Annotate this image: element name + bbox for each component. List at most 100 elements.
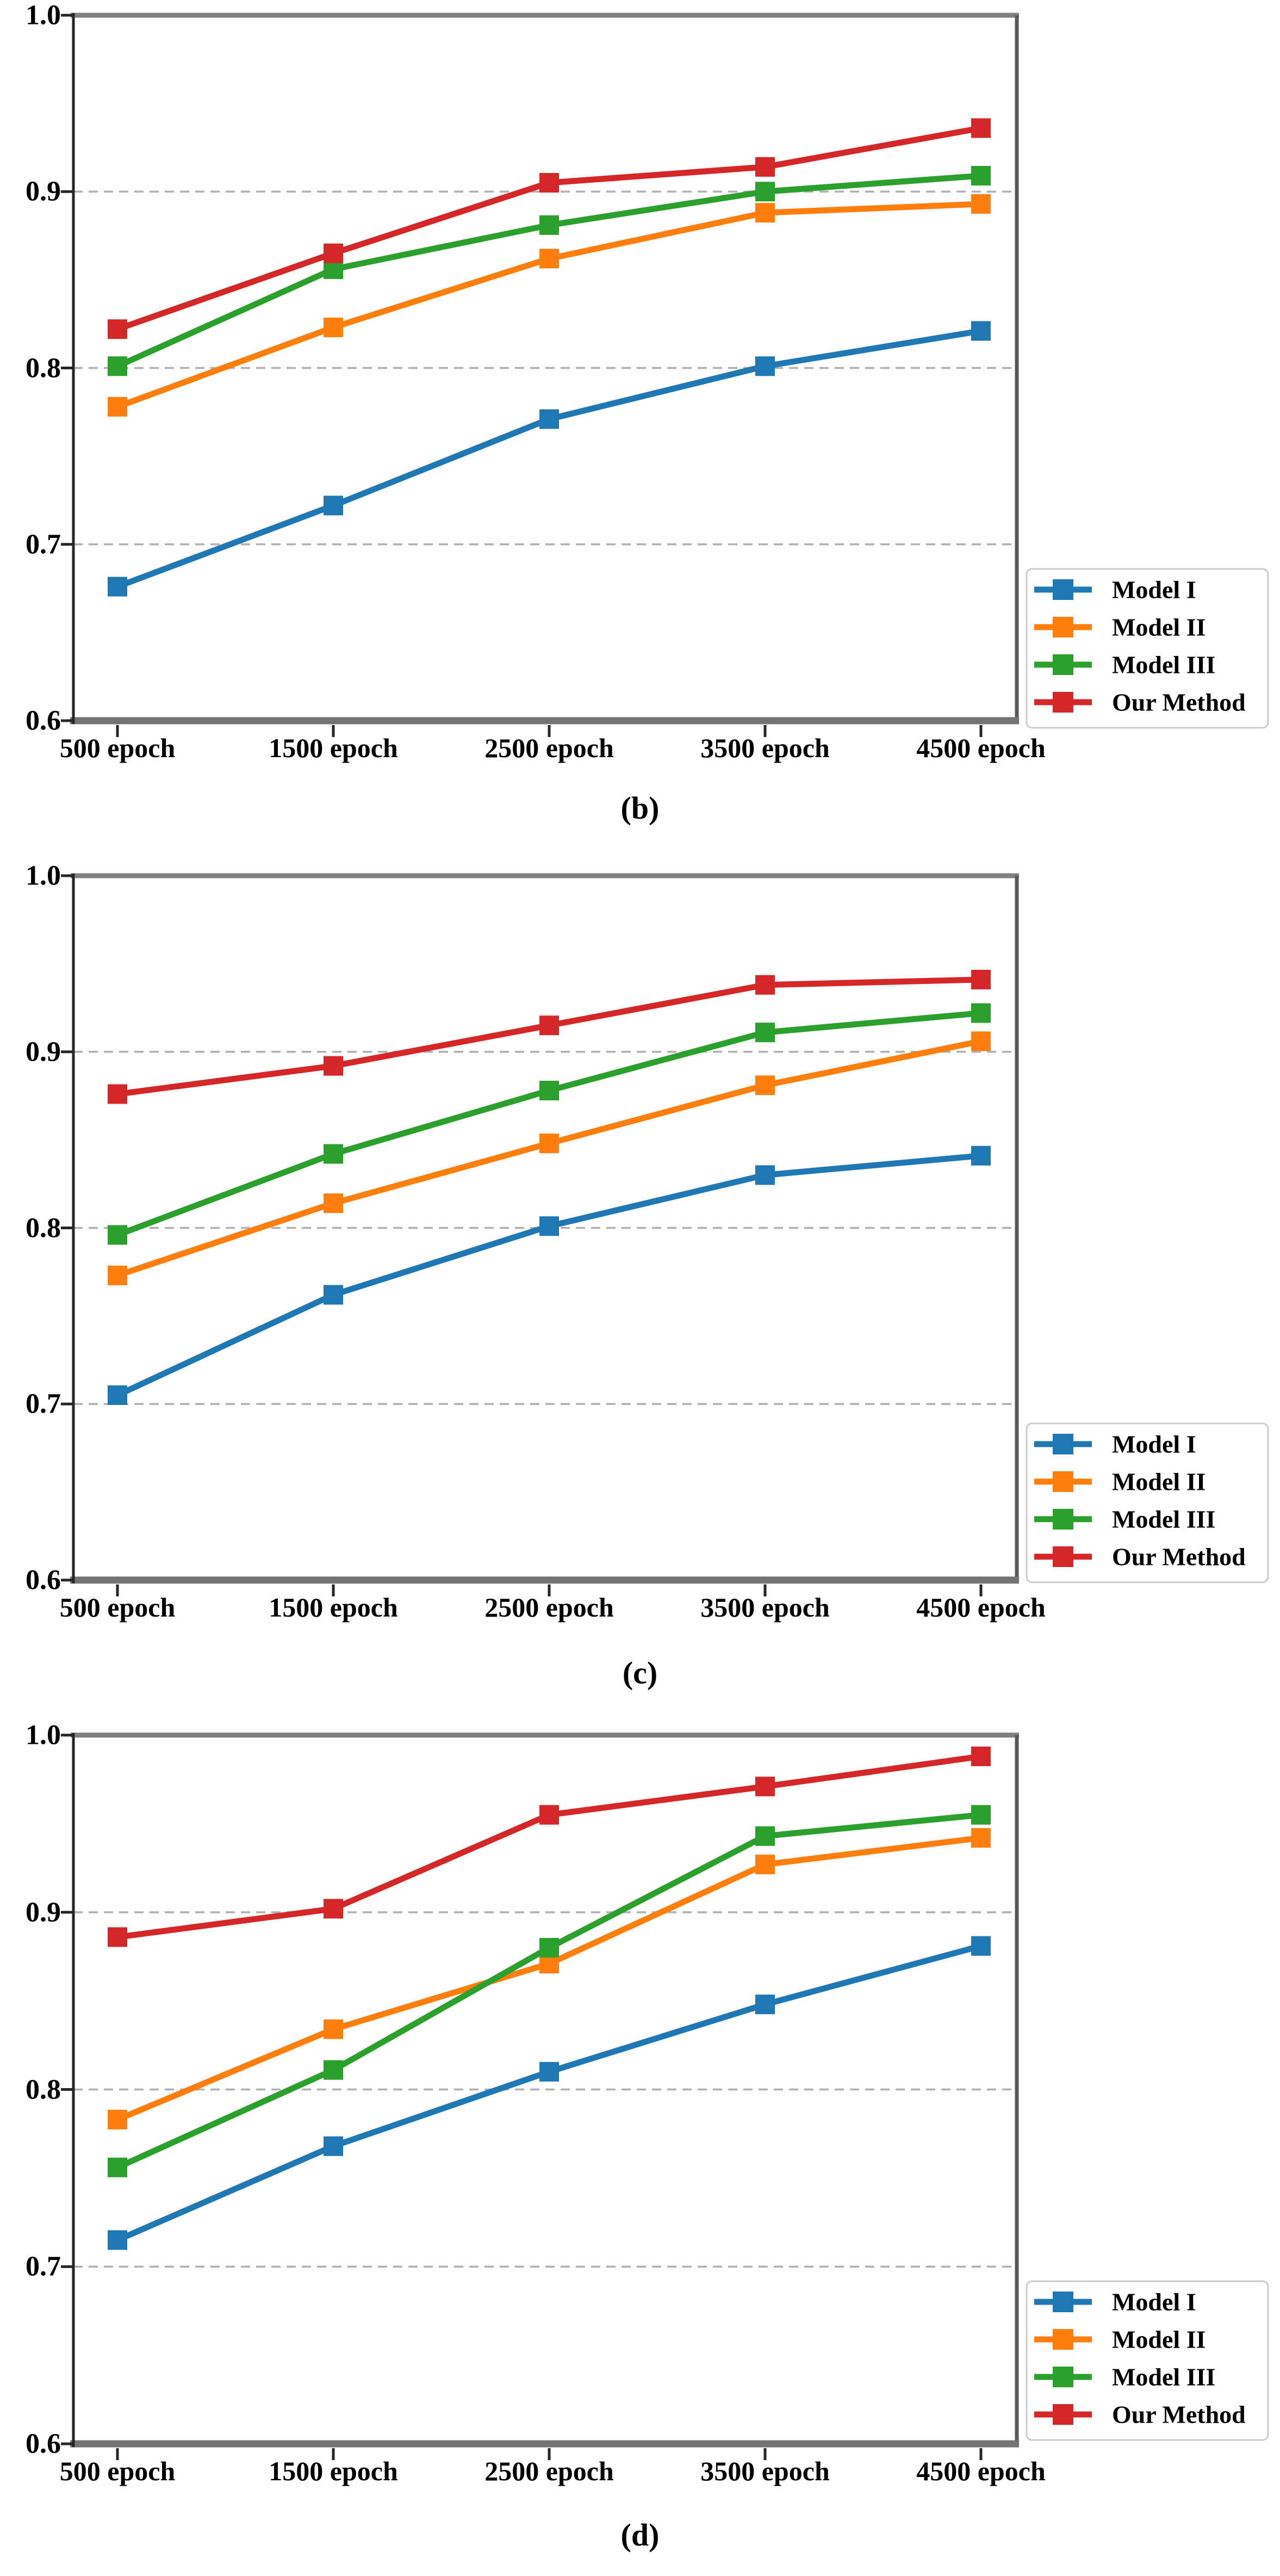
- data-point-marker: [324, 2019, 343, 2039]
- x-tick-label: 1500 epoch: [269, 2456, 398, 2486]
- data-point-marker: [108, 2230, 127, 2250]
- data-point-marker: [539, 2061, 559, 2082]
- data-point-marker: [324, 1285, 343, 1305]
- data-point-marker: [971, 1936, 991, 1956]
- y-tick-label: 0.7: [26, 2251, 61, 2282]
- y-tick-label: 0.8: [26, 1213, 61, 1244]
- legend-marker-square: [1053, 654, 1073, 675]
- y-tick-label: 0.8: [26, 353, 61, 384]
- legend-marker-square: [1053, 1434, 1073, 1454]
- data-point-marker: [108, 1084, 127, 1104]
- data-point-marker: [755, 1165, 775, 1185]
- x-tick-label: 500 epoch: [60, 2456, 176, 2486]
- data-point-marker: [539, 1216, 559, 1236]
- series-line-1: [116, 327, 981, 590]
- chart-d-caption: (d): [621, 2517, 660, 2553]
- data-point-marker: [324, 496, 343, 516]
- data-point-marker: [539, 1134, 559, 1154]
- data-point-marker: [324, 2060, 343, 2080]
- y-tick-label: 1.0: [26, 0, 61, 31]
- chart-b: 1.0 0.9 0.8 0.7 0.6 500 epoch 1500 epoch…: [26, 0, 1269, 826]
- data-point-marker: [755, 157, 775, 177]
- data-point-marker: [971, 970, 991, 990]
- chart-c-plot-layer: [61, 873, 1269, 1596]
- legend-marker-square: [1053, 579, 1073, 600]
- legend-label-model-2: Model II: [1112, 2326, 1206, 2354]
- legend-marker-square: [1053, 1509, 1073, 1530]
- x-tick-label: 2500 epoch: [484, 2456, 614, 2486]
- chart-d-plot-layer: [61, 1732, 1269, 2460]
- legend-label-our-method: Our Method: [1112, 2401, 1246, 2429]
- x-tick-label: 3500 epoch: [700, 1592, 830, 1623]
- legend-label-model-3: Model III: [1112, 2363, 1215, 2391]
- x-tick-label: 4500 epoch: [916, 1592, 1046, 1623]
- data-point-marker: [971, 1828, 991, 1848]
- data-point-marker: [971, 1145, 991, 1166]
- data-point-marker: [971, 1747, 991, 1767]
- legend-label-model-3: Model III: [1112, 1506, 1215, 1533]
- y-tick-label: 0.6: [26, 2429, 61, 2460]
- y-tick-label: 0.8: [26, 2075, 61, 2106]
- chart-b-plot-layer: [61, 13, 1269, 737]
- data-point-marker: [108, 1265, 127, 1285]
- data-point-marker: [755, 1995, 775, 2015]
- data-point-marker: [324, 243, 343, 263]
- data-point-marker: [539, 173, 559, 193]
- data-point-marker: [755, 203, 775, 223]
- legend-box: [1026, 568, 1269, 729]
- data-point-marker: [539, 1937, 559, 1958]
- y-tick-label: 1.0: [26, 1720, 61, 1751]
- data-point-marker: [324, 1193, 343, 1213]
- legend-label-model-3: Model III: [1112, 651, 1215, 679]
- y-tick-label: 0.9: [26, 1897, 61, 1928]
- legend-marker-square: [1053, 2292, 1073, 2312]
- data-point-marker: [539, 1015, 559, 1036]
- data-point-marker: [324, 1056, 343, 1076]
- data-point-marker: [108, 356, 127, 376]
- legend-label-model-1: Model I: [1112, 576, 1196, 604]
- x-tick-label: 1500 epoch: [269, 1592, 398, 1623]
- data-point-marker: [755, 1023, 775, 1043]
- data-point-marker: [755, 975, 775, 995]
- chart-c-caption: (c): [623, 1655, 657, 1691]
- series-line-3: [116, 1010, 981, 1238]
- series-line-4: [117, 1753, 981, 1940]
- data-point-marker: [755, 1826, 775, 1846]
- series-line-3: [116, 172, 981, 369]
- chart-b-caption: (b): [621, 790, 660, 826]
- data-point-marker: [108, 1927, 127, 1947]
- chart-d: 1.0 0.9 0.8 0.7 0.6 500 epoch 1500 epoch…: [26, 1720, 1269, 2553]
- chart-c: 1.0 0.9 0.8 0.7 0.6 500 epoch 1500 epoch…: [26, 860, 1269, 1691]
- data-point-marker: [108, 319, 127, 339]
- x-tick-label: 2500 epoch: [484, 1592, 614, 1623]
- data-point-marker: [539, 409, 559, 429]
- x-tick-label: 1500 epoch: [269, 733, 398, 763]
- legend-label-model-2: Model II: [1112, 1468, 1206, 1496]
- series-line-1: [116, 1943, 982, 2243]
- series-line-3: [116, 1812, 981, 2170]
- legend-label-model-1: Model I: [1112, 2288, 1196, 2316]
- y-tick-label: 0.7: [26, 1389, 61, 1420]
- data-point-marker: [755, 1075, 775, 1095]
- data-point-marker: [108, 2109, 127, 2129]
- legend-box: [1026, 1422, 1269, 1583]
- chart-b-figure: 1.0 0.9 0.8 0.7 0.6 500 epoch 1500 epoch…: [0, 0, 1280, 849]
- x-tick-label: 3500 epoch: [700, 733, 830, 763]
- data-point-marker: [539, 1080, 559, 1100]
- data-point-marker: [324, 1899, 343, 1919]
- data-point-marker: [971, 321, 991, 341]
- x-tick-label: 4500 epoch: [916, 2456, 1046, 2486]
- legend-marker-square: [1053, 1546, 1073, 1567]
- data-point-marker: [971, 1003, 991, 1023]
- chart-c-figure: 1.0 0.9 0.8 0.7 0.6 500 epoch 1500 epoch…: [0, 849, 1280, 1708]
- data-point-marker: [108, 1225, 127, 1245]
- data-point-marker: [755, 182, 775, 202]
- y-tick-label: 0.9: [26, 1037, 61, 1068]
- data-point-marker: [539, 215, 559, 235]
- data-point-marker: [539, 249, 559, 269]
- x-tick-label: 3500 epoch: [700, 2456, 830, 2486]
- data-point-marker: [108, 2157, 127, 2177]
- y-tick-label: 1.0: [26, 860, 61, 891]
- x-tick-label: 2500 epoch: [484, 733, 614, 763]
